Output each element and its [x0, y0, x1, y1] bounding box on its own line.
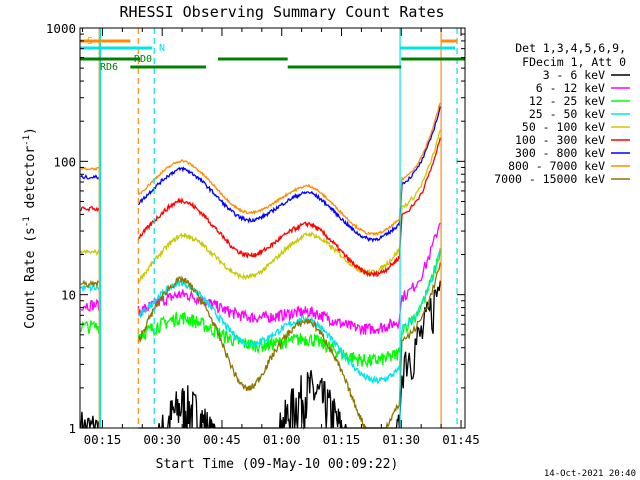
- series-7000-15000kev: [80, 262, 441, 430]
- series-line: [80, 222, 441, 335]
- chart-title: RHESSI Observing Summary Count Rates: [119, 3, 444, 21]
- series-12-25kev: [80, 249, 441, 369]
- x-tick-label: 01:30: [382, 432, 420, 447]
- legend-entry-label: 12 - 25 keV: [529, 94, 605, 108]
- legend-entry-label: 3 - 6 keV: [543, 68, 605, 82]
- series-line: [80, 249, 441, 369]
- series-line: [80, 137, 441, 278]
- x-tick-label: 00:45: [203, 432, 241, 447]
- y-axis: 1 10 100 1000: [46, 21, 465, 436]
- series-25-50kev: [80, 248, 441, 385]
- y-tick-label: 1000: [46, 21, 76, 36]
- flag-label-n: N: [159, 43, 165, 54]
- legend: Det 1,3,4,5,6,9, FDecim 1, Att 0 3 - 6 k…: [494, 41, 630, 186]
- plot-area: S N RD0 RD6: [80, 28, 465, 430]
- legend-entry-label: 6 - 12 keV: [536, 81, 605, 95]
- legend-entry-label: 7000 - 15000 keV: [494, 172, 605, 186]
- legend-entry-label: 300 - 800 keV: [515, 146, 605, 160]
- series-line: [80, 102, 441, 237]
- footer-timestamp: 14-Oct-2021 20:40: [544, 469, 636, 479]
- x-axis: 00:15 00:30 00:45 01:00 01:15 01:30 01:45: [82, 28, 480, 447]
- legend-entry-label: 800 - 7000 keV: [508, 159, 605, 173]
- series-6-12kev: [80, 222, 441, 335]
- y-tick-label: 1: [68, 421, 76, 436]
- series-line: [80, 106, 441, 243]
- x-tick-label: 01:00: [263, 432, 301, 447]
- series-50-100kev: [80, 129, 441, 284]
- y-axis-label-sup1: -1: [22, 216, 32, 227]
- plot-frame: [79, 27, 466, 429]
- flag-label-rd0: RD0: [134, 54, 152, 65]
- series-line: [80, 129, 441, 284]
- y-axis-label-mid: detector: [23, 146, 38, 217]
- y-tick-label: 10: [61, 288, 76, 303]
- series-800-7000kev: [80, 102, 441, 237]
- x-tick-label: 00:30: [143, 432, 181, 447]
- legend-header-line-2: FDecim 1, Att 0: [522, 55, 626, 69]
- legend-entry-label: 100 - 300 keV: [515, 133, 605, 147]
- flag-label-rd6: RD6: [100, 62, 118, 73]
- x-tick-label: 01:15: [323, 432, 361, 447]
- y-axis-label-end: ): [23, 127, 38, 135]
- legend-entry-label: 25 - 50 keV: [529, 107, 605, 121]
- legend-entry-label: 50 - 100 keV: [522, 120, 605, 134]
- series-100-300kev: [80, 137, 441, 278]
- x-tick-label: 01:45: [442, 432, 480, 447]
- x-axis-label: Start Time (09-May-10 00:09:22): [156, 457, 399, 472]
- legend-header-line-1: Det 1,3,4,5,6,9,: [515, 41, 626, 55]
- y-axis-label-sup2: -1: [22, 135, 32, 146]
- series-line: [80, 262, 441, 430]
- x-tick-label: 00:15: [84, 432, 122, 447]
- y-axis-label: Count Rate (s-1 detector-1): [22, 127, 38, 329]
- series-line: [80, 248, 441, 385]
- flag-label-s: S: [87, 36, 93, 47]
- y-axis-label-main: Count Rate (s: [23, 227, 38, 329]
- series-300-800kev: [80, 106, 441, 243]
- y-tick-label: 100: [53, 154, 76, 169]
